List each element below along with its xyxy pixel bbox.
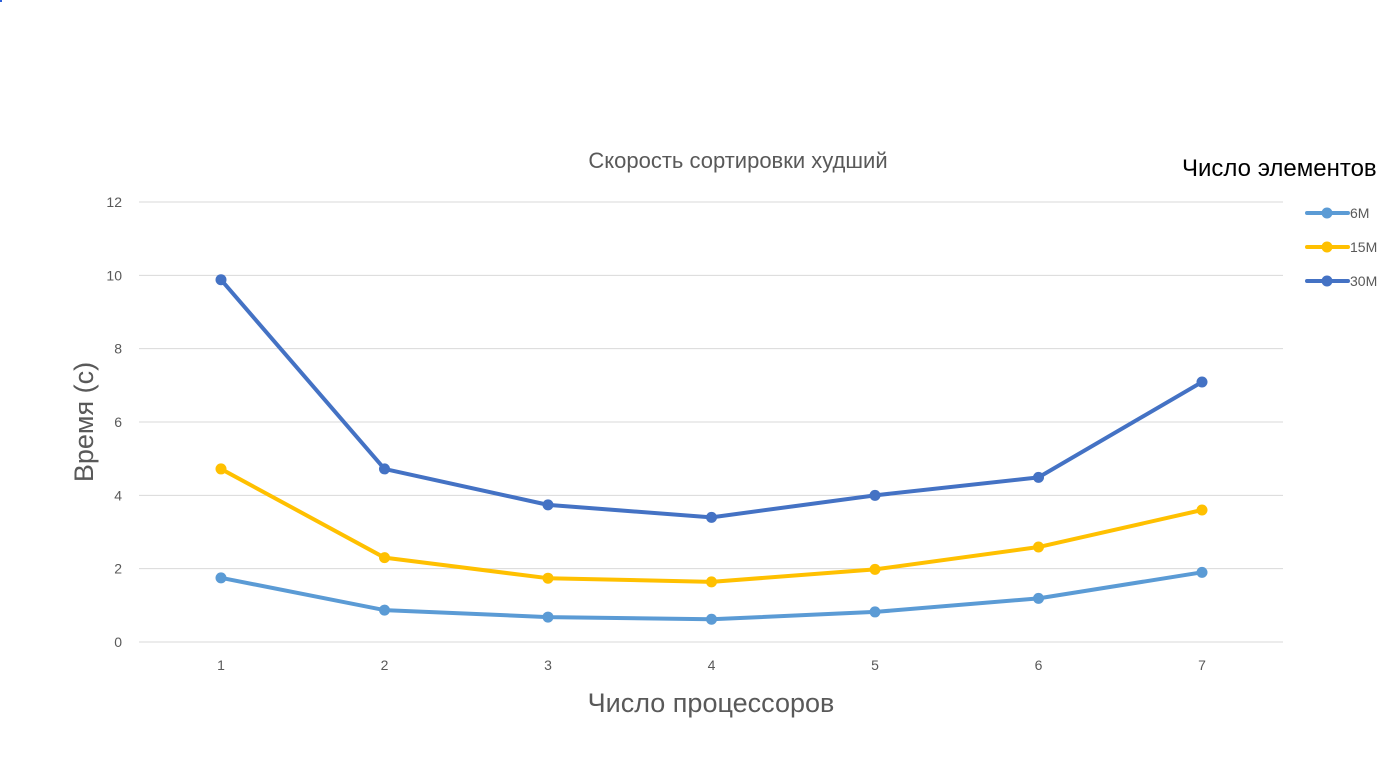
- grid-layer: [139, 201, 1283, 643]
- series-30m: [215, 274, 1208, 523]
- data-point[interactable]: [542, 572, 554, 584]
- y-tick-label: 2: [114, 561, 122, 577]
- legend-item-6m[interactable]: 6M: [1305, 205, 1369, 221]
- x-tick-label: 4: [708, 657, 716, 673]
- data-point[interactable]: [706, 613, 717, 625]
- series-6m: [215, 566, 1208, 625]
- legend-label: 30M: [1350, 273, 1377, 289]
- legend-swatch-marker: [1321, 275, 1333, 287]
- data-point[interactable]: [869, 606, 881, 618]
- x-tick-label: 3: [544, 657, 552, 673]
- chart-title: Скорость сортировки худший: [588, 148, 887, 173]
- data-point[interactable]: [1196, 504, 1208, 516]
- data-point[interactable]: [1033, 592, 1044, 604]
- x-tick-label: 1: [217, 657, 225, 673]
- data-point[interactable]: [869, 489, 881, 501]
- y-axis-title: Время (с): [69, 362, 99, 482]
- data-point[interactable]: [1033, 541, 1044, 553]
- y-tick-label: 12: [106, 194, 122, 210]
- legend[interactable]: 6M 15M 30M: [1305, 205, 1377, 289]
- data-point[interactable]: [706, 511, 717, 523]
- y-tick-label: 0: [114, 634, 122, 650]
- data-point[interactable]: [215, 274, 227, 286]
- data-point[interactable]: [706, 576, 717, 588]
- data-point[interactable]: [542, 611, 554, 623]
- legend-title: Число элементов: [1182, 155, 1377, 182]
- y-tick-label: 8: [114, 341, 122, 357]
- y-tick-label: 6: [114, 414, 122, 430]
- x-axis-title: Число процессоров: [588, 688, 835, 718]
- legend-item-30m[interactable]: 30M: [1305, 273, 1377, 289]
- y-tick-label: 4: [114, 487, 122, 503]
- data-point[interactable]: [542, 499, 554, 511]
- y-tick-labels: 0 2 4 6 8 10 12: [106, 194, 122, 650]
- series-15m: [215, 463, 1208, 588]
- series-layer: [215, 274, 1208, 625]
- data-point[interactable]: [379, 552, 390, 564]
- data-point[interactable]: [379, 463, 390, 475]
- y-tick-label: 10: [106, 267, 122, 283]
- x-tick-label: 2: [381, 657, 389, 673]
- x-tick-label: 5: [871, 657, 879, 673]
- x-tick-labels: 1 2 3 4 5 6 7: [217, 657, 1206, 673]
- data-point[interactable]: [1196, 376, 1208, 388]
- x-tick-label: 6: [1035, 657, 1043, 673]
- series-line: [219, 466, 1204, 584]
- x-tick-label: 7: [1198, 657, 1206, 673]
- corner-mark: [0, 0, 2, 2]
- legend-swatch-marker: [1321, 207, 1333, 219]
- series-line: [219, 277, 1204, 520]
- legend-label: 15M: [1350, 239, 1377, 255]
- legend-swatch-marker: [1321, 241, 1333, 253]
- legend-item-15m[interactable]: 15M: [1305, 239, 1377, 255]
- legend-label: 6M: [1350, 205, 1369, 221]
- data-point[interactable]: [1033, 471, 1044, 483]
- data-point[interactable]: [869, 563, 881, 575]
- data-point[interactable]: [215, 463, 227, 475]
- data-point[interactable]: [1196, 566, 1208, 578]
- data-point[interactable]: [379, 604, 390, 616]
- data-point[interactable]: [215, 572, 227, 584]
